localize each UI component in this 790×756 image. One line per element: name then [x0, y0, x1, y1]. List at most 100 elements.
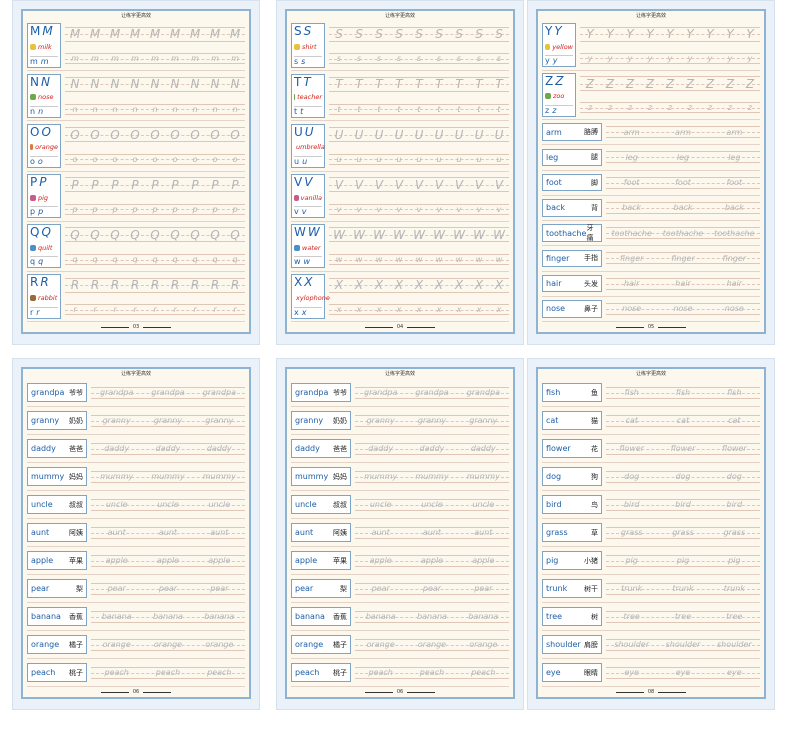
trace-letter: s: [336, 54, 342, 64]
trace-word: apple: [156, 556, 180, 565]
word-en: foot: [546, 178, 562, 188]
trace-line: pear pear pear: [91, 582, 245, 595]
lower-letter-italic: n: [38, 106, 44, 116]
trace-letter: y: [607, 53, 613, 63]
word-en: pear: [295, 584, 314, 593]
word-zh: 爷爷: [333, 388, 347, 397]
trace-letter: q: [172, 255, 178, 265]
trace-letter: s: [496, 54, 502, 64]
trace-word: fish: [624, 388, 639, 397]
lower-letter-italic: z: [552, 105, 557, 115]
trace-letter: Q: [110, 227, 120, 242]
trace-word: trunk: [672, 584, 694, 593]
trace-word: mummy: [364, 472, 398, 481]
word-row: grass 草 grass grass grass: [542, 519, 760, 547]
trace-word: daddy: [470, 444, 496, 453]
trace-letter: r: [133, 305, 137, 315]
trace-area: toothache toothache toothache: [606, 221, 760, 245]
trace-letter: t: [397, 104, 401, 114]
trace-letter: S: [395, 27, 403, 42]
word-row: mummy 妈妈 mummy mummy mummy: [27, 463, 245, 491]
trace-word: cat: [676, 416, 690, 425]
trace-line: daddy daddy daddy: [355, 442, 509, 455]
trace-letter: s: [356, 54, 362, 64]
word-key: aunt 阿姨: [27, 522, 87, 543]
trace-letter: M: [169, 27, 181, 42]
trace-word: leg: [728, 152, 741, 162]
trace-letter: m: [171, 54, 179, 64]
trace-letter: Z: [685, 76, 695, 91]
trace-letter: m: [131, 54, 139, 64]
word-icon: [30, 94, 36, 101]
trace-letter: s: [376, 54, 382, 64]
trace-letter: o: [172, 154, 178, 164]
trace-letter: X: [474, 278, 484, 293]
trace-letter: U: [394, 127, 404, 142]
trace-line: leg leg leg: [606, 151, 760, 164]
trace-word: apple: [105, 556, 128, 565]
lower-letter-italic: p: [38, 207, 44, 217]
trace-area: uncle uncle uncle: [355, 491, 509, 518]
trace-letter: y: [627, 53, 633, 63]
trace-letter: S: [495, 27, 503, 42]
trace-letter: r: [73, 305, 77, 315]
trace-letter: m: [211, 54, 219, 64]
trace-letter: v: [396, 204, 402, 214]
trace-word: daddy: [104, 444, 130, 453]
trace-letter: m: [231, 54, 239, 64]
word-row: banana 香蕉 banana banana banana: [291, 603, 509, 631]
trace-letter: U: [414, 127, 424, 142]
trace-letter: w: [395, 255, 403, 265]
word-icon: [30, 294, 36, 301]
trace-letter: S: [335, 27, 343, 42]
page-content: grandpa 爷爷 grandpa grandpa grandpa granny 奶奶 gr…: [287, 379, 513, 687]
trace-letter: x: [356, 305, 362, 315]
trace-letter: w: [455, 255, 463, 265]
word-key: granny 奶奶: [27, 410, 87, 431]
word-key: orange 橘子: [291, 634, 351, 655]
word-row: fish 鱼 fish fish fish: [542, 379, 760, 407]
word-icon: [30, 44, 36, 51]
trace-letter: N: [230, 77, 240, 92]
trace-word: flower: [721, 444, 747, 453]
word-key: pear 梨: [27, 578, 87, 599]
trace-letter: P: [191, 177, 199, 192]
trace-letter: R: [170, 278, 180, 293]
trace-letter: S: [435, 27, 443, 42]
lower-letter-italic: o: [37, 157, 43, 167]
trace-word: nose: [724, 304, 744, 314]
trace-letter: V: [394, 177, 404, 192]
trace-letter: Z: [605, 76, 615, 91]
word-key: banana 香蕉: [291, 606, 351, 627]
word-en: hair: [546, 279, 562, 289]
example-word: pig: [30, 194, 58, 202]
trace-area: aunt aunt aunt: [355, 519, 509, 546]
word-zh: 爸爸: [333, 444, 347, 453]
word-text: teacher: [297, 93, 322, 102]
footer-rule: [658, 326, 687, 328]
trace-line: aunt aunt aunt: [91, 526, 245, 539]
word-en: aunt: [31, 528, 50, 537]
upper-letter: Y: [545, 24, 553, 39]
word-key: apple 苹果: [27, 550, 87, 571]
trace-letter: w: [335, 255, 343, 265]
trace-word: daddy: [368, 444, 394, 453]
word-row: arm 胳膊 arm arm arm: [542, 120, 760, 146]
page-frame: 让练字更高效 grandpa 爷爷 grandpa grandpa grandpa gran…: [21, 367, 251, 699]
trace-letter: v: [356, 204, 362, 214]
word-key: pig 小猪: [542, 550, 602, 571]
